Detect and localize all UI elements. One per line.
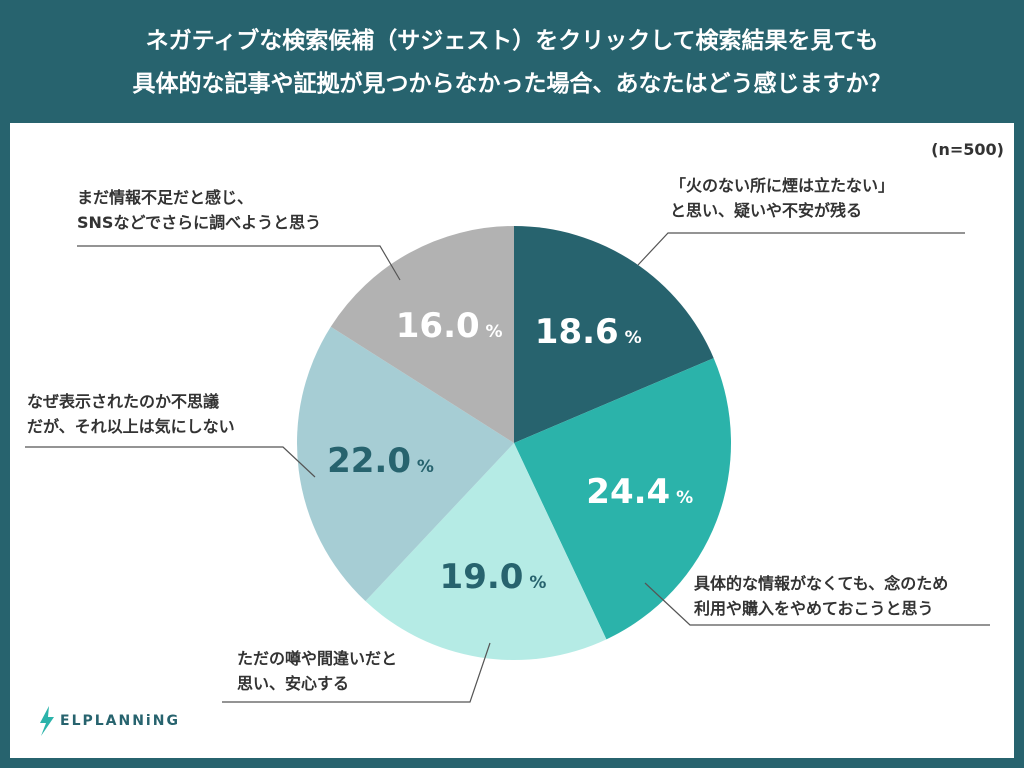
leader-line-0 <box>637 232 965 266</box>
leader-line-2 <box>222 642 491 703</box>
sample-size: (n=500) <box>931 140 1004 159</box>
slice-label-4: まだ情報不足だと感じ、 SNSなどでさらに調べようと思う <box>77 188 322 232</box>
slice-label-2: ただの噂や間違いだと 思い、安心する <box>237 649 398 693</box>
logo: ELPLANNiNG <box>38 706 180 736</box>
slice-label-1: 具体的な情報がなくても、念のため 利用や購入をやめておこうと思う <box>694 574 949 618</box>
pie-slice-4 <box>330 226 514 443</box>
leader-line-1 <box>644 582 990 626</box>
leader-line-3 <box>25 446 316 478</box>
slice-label-0: 「火のない所に煙は立たない」 と思い、疑いや不安が残る <box>670 176 895 220</box>
pie-slice-2 <box>365 443 607 660</box>
slice-label-3: なぜ表示されたのか不思議 だが、それ以上は気にしない <box>27 392 235 436</box>
title-line-1: ネガティブな検索候補（サジェスト）をクリックして検索結果を見ても <box>145 28 879 54</box>
pie-slice-1 <box>514 358 732 640</box>
leader-line-4 <box>77 245 401 281</box>
pie-slice-3 <box>297 326 514 602</box>
pie-slice-0 <box>514 226 714 443</box>
lightning-icon <box>40 706 54 736</box>
chart-title: ネガティブな検索候補（サジェスト）をクリックして検索結果を見ても 具体的な記事や… <box>0 20 1024 106</box>
title-line-2: 具体的な記事や証拠が見つからなかった場合、あなたはどう感じますか？ <box>132 71 892 97</box>
